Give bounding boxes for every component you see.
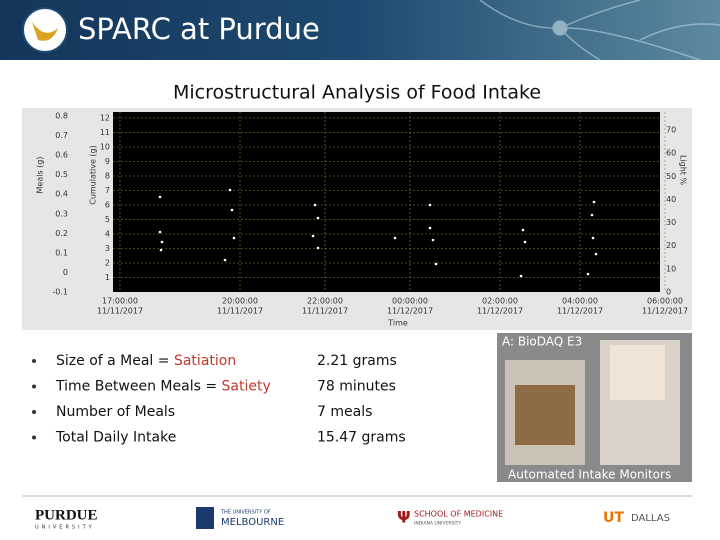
y-tick-label: 11: [100, 128, 110, 137]
x-tick-label: 11/11/2017: [97, 307, 143, 316]
y2-tick-label: 50: [666, 172, 676, 181]
y-tick-label: 0.2: [55, 229, 68, 238]
axis-label: Cumulative (g): [89, 145, 98, 205]
x-tick-label: 11/11/2017: [217, 307, 263, 316]
y2-tick-label: 30: [666, 218, 676, 227]
axis-label: Time: [387, 319, 408, 328]
neuron-art: [479, 0, 720, 61]
y-tick-label: 0.3: [55, 209, 68, 218]
y2-tick-label: 60: [666, 149, 676, 158]
y-tick-label: 9: [105, 157, 110, 166]
y-tick-label: 2: [105, 259, 110, 268]
melbourne-crest: [196, 507, 214, 529]
logo: [22, 7, 68, 53]
y-tick-label: 6: [105, 201, 110, 210]
bullet-highlight: Satiety: [222, 379, 271, 395]
y-tick-label: 10: [100, 143, 110, 152]
y-tick-label: 0.6: [55, 151, 68, 160]
bullet-text: Number of Meals: [56, 404, 175, 420]
plot-area: [113, 112, 660, 292]
y-tick-label: 0.5: [55, 170, 68, 179]
y-tick-label: 0.1: [55, 248, 68, 257]
y2-tick-label: 20: [666, 241, 676, 250]
x-tick-label: 02:00:00: [482, 297, 518, 306]
y-tick-label: 4: [105, 230, 110, 239]
meal-dots: [158, 188, 598, 278]
iu-mark: Ψ: [397, 508, 411, 527]
y-tick-label: 0.4: [55, 190, 68, 199]
bullet-text: Time Between Meals = Satiety: [55, 379, 271, 395]
y-tick-label: 3: [105, 244, 110, 253]
grid: [113, 112, 666, 292]
y2-tick-label: 10: [666, 264, 676, 273]
bullet-value: 78 minutes: [317, 379, 396, 395]
x-tick-label: 11/12/2017: [642, 307, 688, 316]
header-bar: [0, 0, 720, 60]
logo-melbourne: MELBOURNE: [221, 517, 284, 528]
y-tick-label: 0.7: [55, 131, 68, 140]
x-tick-label: 11/12/2017: [477, 307, 523, 316]
logo-purdue-sub: UNIVERSITY: [35, 525, 95, 531]
bullet-dot: [32, 410, 36, 414]
x-tick-label: 04:00:00: [562, 297, 598, 306]
y-tick-label: 0: [63, 268, 68, 277]
axis-label: Light %: [679, 155, 688, 186]
y-tick-label: 7: [105, 186, 110, 195]
bullet-highlight: Satiation: [174, 353, 236, 369]
y-tick-label: 12: [100, 114, 110, 123]
bullet-term: Total Daily Intake: [55, 430, 176, 446]
logo-medicine: SCHOOL OF MEDICINE: [414, 510, 503, 519]
x-tick-label: 11/11/2017: [302, 307, 348, 316]
logo-medicine-sub: INDIANA UNIVERSITY: [414, 521, 461, 527]
y-tick-label: 0.8: [55, 112, 68, 121]
y2-tick-label: 40: [666, 195, 676, 204]
bullet-term: Number of Meals: [56, 404, 175, 420]
x-tick-label: 11/12/2017: [557, 307, 603, 316]
logo-mark: [32, 22, 58, 41]
photo-caption: Automated Intake Monitors: [508, 468, 671, 482]
logo-dallas: DALLAS: [631, 513, 670, 524]
bullet-value: 2.21 grams: [317, 353, 397, 369]
photo-food: [515, 385, 575, 445]
logo-melbourne-top: THE UNIVERSITY OF: [220, 510, 271, 516]
bullet-dot: [32, 435, 36, 440]
y-tick-label: 5: [105, 215, 110, 224]
bullet-text: Size of a Meal = Satiation: [56, 353, 236, 369]
photo-bottle: [610, 345, 665, 400]
logo-purdue: PURDUE: [35, 507, 98, 523]
slide-title: Microstructural Analysis of Food Intake: [173, 82, 541, 104]
header-title: SPARC at Purdue: [78, 12, 320, 46]
y-tick-label: 8: [105, 172, 110, 181]
y-tick-label: -0.1: [52, 288, 68, 297]
bullet-text: Total Daily Intake: [55, 430, 176, 446]
bullet-value: 15.47 grams: [317, 430, 406, 446]
x-tick-label: 22:00:00: [307, 297, 343, 306]
bullet-list: Size of a Meal = Satiation 2.21 grams Time…: [32, 353, 406, 446]
y2-tick-label: 70: [666, 126, 676, 135]
logo-ut: UT: [603, 510, 624, 526]
axis-label: Meals (g): [36, 157, 45, 194]
y-tick-label: 1: [105, 273, 110, 282]
x-tick-label: 17:00:00: [102, 297, 138, 306]
y2-tick-label: 0: [666, 288, 671, 297]
bullet-dot: [32, 384, 36, 389]
photo-label: A: BioDAQ E3: [502, 335, 582, 349]
x-tick-label: 00:00:00: [392, 297, 428, 306]
bullet-term: Time Between Meals =: [55, 379, 222, 395]
bullet-term: Size of a Meal =: [56, 353, 174, 369]
x-tick-label: 20:00:00: [222, 297, 258, 306]
x-tick-label: 06:00:00: [647, 297, 683, 306]
bullet-dot: [32, 359, 36, 363]
x-tick-label: 11/12/2017: [387, 307, 433, 316]
bullet-value: 7 meals: [317, 404, 372, 420]
